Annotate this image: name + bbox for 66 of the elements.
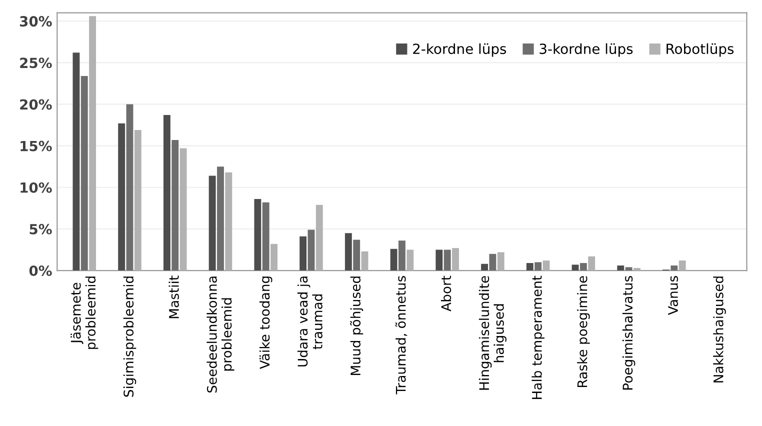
x-tick-label: Seedeelundkonna probleemid: [206, 276, 234, 393]
y-tick-label: 5%: [30, 224, 52, 234]
x-tick-label: Jäsemete probleemid: [70, 276, 98, 349]
bar: [390, 248, 398, 271]
x-tick-label: Väike toodang: [259, 276, 272, 370]
bar: [526, 263, 534, 271]
x-tick-label: Abort: [440, 276, 452, 312]
legend-label: Robotlüps: [666, 43, 734, 57]
bar: [497, 252, 504, 271]
bar: [361, 251, 368, 271]
bar: [625, 267, 632, 271]
bar: [542, 260, 550, 271]
bar: [163, 115, 170, 271]
bar: [534, 262, 542, 271]
legend-label: 2-kordne lüps: [413, 43, 506, 57]
bar: [406, 250, 414, 271]
x-tick-label: Poegimishalvatus: [622, 276, 636, 390]
bar: [225, 172, 232, 271]
y-tick-label: 20%: [20, 99, 52, 110]
x-tick-label: Udara vead ja traumad: [297, 276, 322, 366]
y-tick-label: 30%: [20, 16, 52, 27]
bar: [118, 123, 126, 271]
x-tick-label: Sigimisprobleemid: [123, 276, 136, 397]
bar: [180, 148, 187, 271]
bar: [353, 240, 360, 271]
bar: [80, 76, 88, 271]
bar: [572, 264, 579, 271]
x-tick-label: Muud põhjused: [350, 276, 364, 375]
bar: [436, 250, 443, 271]
x-tick-label: Halb temperament: [532, 276, 544, 399]
bar: [134, 130, 142, 271]
bar: [308, 230, 315, 271]
bar: [344, 233, 352, 271]
legend-label: 3-kordne lüps: [540, 43, 633, 57]
bar: [217, 166, 224, 271]
bar: [617, 266, 624, 271]
bar: [89, 16, 96, 271]
bar: [72, 52, 80, 271]
bar: [172, 140, 179, 271]
bar: [398, 240, 406, 271]
bar: [489, 254, 496, 271]
x-tick-label: Nakkushaigused: [713, 276, 726, 382]
bar: [254, 199, 262, 271]
x-tick-label: Mastiit: [168, 276, 179, 318]
x-tick-label: Vanus: [668, 276, 678, 315]
bar: [481, 264, 488, 271]
y-tick-label: 15%: [20, 140, 52, 152]
bar: [262, 202, 270, 271]
x-tick-label: Traumad, õnnetus: [395, 276, 408, 394]
bar: [270, 244, 278, 271]
bar: [444, 250, 451, 271]
bar: [633, 268, 640, 271]
x-tick-label: Hingamiselundite haigused: [478, 276, 506, 390]
bar: [316, 204, 323, 271]
bar: [678, 260, 686, 271]
bar: [670, 266, 678, 271]
bar: [126, 104, 134, 271]
bar: [580, 263, 587, 271]
y-tick-label: 0%: [29, 265, 52, 276]
bar: [452, 248, 459, 271]
y-tick-label: 25%: [20, 58, 52, 68]
bar: [208, 176, 216, 271]
y-tick-label: 10%: [20, 182, 52, 193]
x-tick-label: Raske poegimine: [577, 276, 590, 387]
bar: [300, 236, 307, 271]
bar: [588, 256, 596, 271]
